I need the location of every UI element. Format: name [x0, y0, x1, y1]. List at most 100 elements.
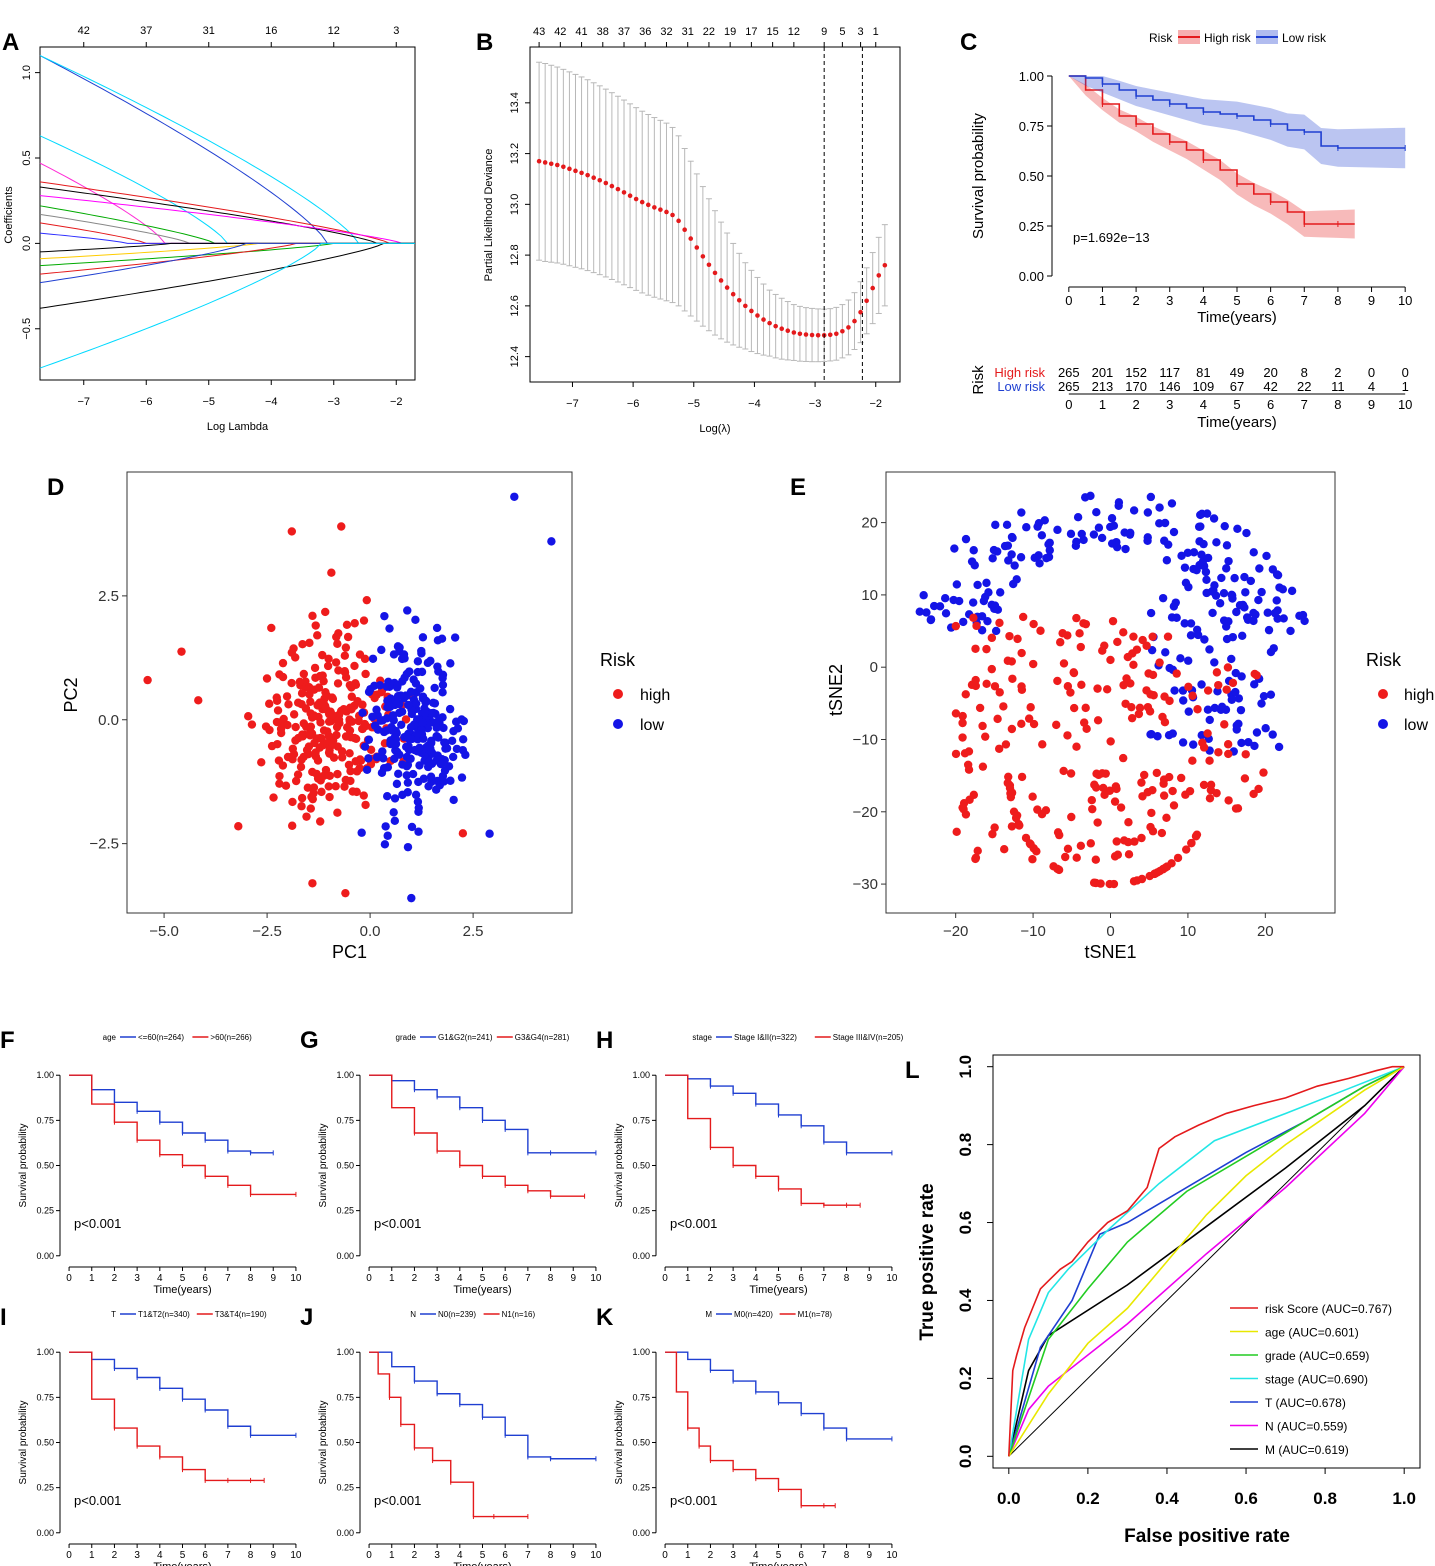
pca-point-low [430, 699, 440, 708]
tsne-point-high [981, 732, 990, 741]
pca-point-high [257, 758, 266, 767]
tsne-point-high [1096, 879, 1105, 888]
tsne-point-high [1113, 637, 1122, 647]
tsne-point-low [1199, 539, 1208, 549]
legend-label: T3&T4(n=190) [215, 1310, 267, 1319]
tsne-point-low [1183, 548, 1192, 558]
deviance-point [621, 190, 627, 195]
tsne-point-high [1059, 766, 1068, 776]
tsne-point-high [990, 682, 1000, 691]
x-tick-label: −6 [627, 398, 640, 410]
y-tick-label: 0.6 [956, 1211, 975, 1235]
pca-point-low [438, 680, 448, 690]
tsne-point-low [1250, 680, 1259, 689]
legend-title: stage [692, 1033, 712, 1042]
km-curve-low-risk [1068, 75, 1406, 149]
deviance-point [749, 308, 754, 314]
pca-point-low [447, 736, 457, 746]
tsne-point-low [1089, 530, 1099, 539]
y-axis-label: Survival probability [614, 1124, 625, 1208]
pca-point-low [434, 716, 443, 725]
tsne-point-high [1036, 626, 1045, 635]
tsne-point-low [1274, 742, 1284, 752]
x-tick-label: 20 [1257, 923, 1274, 940]
legend-label: stage (AUC=0.690) [1265, 1373, 1368, 1387]
tsne-point-high [1188, 756, 1197, 765]
risk-table-cell: 1 [1402, 379, 1409, 394]
tsne-point-high [1254, 784, 1263, 794]
tsne-point-high [1007, 657, 1016, 666]
y-tick-label: 1.0 [21, 65, 33, 80]
y-axis-label: Survival probability [318, 1401, 329, 1485]
tsne-point-high [1028, 855, 1037, 864]
tsne-point-high [1082, 724, 1091, 734]
x-axis-label: Time(years) [749, 1284, 807, 1296]
pca-point-low [448, 752, 458, 762]
pca-point-high [287, 821, 297, 830]
x-tick-label: 7 [821, 1273, 827, 1284]
y-tick-label: 0.50 [632, 1438, 650, 1448]
top-tick-label: 42 [78, 25, 90, 37]
deviance-point [743, 303, 748, 309]
deviance-point [579, 170, 584, 176]
tsne-point-high [1029, 619, 1038, 629]
pca-point-high [293, 698, 303, 707]
tsne-point-low [1202, 588, 1211, 598]
tsne-point-low [977, 626, 987, 635]
pca-point-low [438, 771, 448, 781]
km-curve-e41a1c [69, 1074, 296, 1196]
tsne-point-high [951, 749, 961, 759]
tsne-point-high [1214, 680, 1223, 690]
tsne-point-high [1163, 632, 1173, 641]
deviance-point [767, 320, 772, 326]
tsne-point-low [1203, 553, 1213, 563]
tsne-point-low [1222, 541, 1232, 550]
roc-curve [1008, 1066, 1405, 1457]
tsne-point-high [971, 675, 980, 685]
x-tick-label: 4 [753, 1550, 759, 1561]
tsne-point-low [1193, 630, 1203, 640]
tsne-point-low [1167, 613, 1177, 622]
deviance-point [840, 328, 845, 334]
pca-point-high [272, 717, 282, 727]
tsne-point-low [1272, 570, 1282, 579]
tsne-point-low [1261, 724, 1270, 733]
pca-point-high [355, 650, 365, 659]
x-tick-label: 6 [502, 1550, 508, 1561]
pca-point-high [328, 710, 337, 720]
km-curve-1f3fd1 [69, 1074, 274, 1154]
tsne-point-high [1099, 783, 1108, 793]
x-tick-label: 1 [685, 1550, 691, 1561]
tsne-point-high [1147, 808, 1156, 818]
pca-point-high [289, 710, 299, 719]
pca-point-low [450, 633, 460, 642]
tsne-point-high [973, 846, 982, 856]
tsne-point-high [1079, 619, 1088, 628]
deviance-point [554, 162, 560, 168]
pca-point-high [143, 675, 152, 685]
pca-point-high [306, 722, 316, 731]
tsne-point-high [1013, 634, 1022, 644]
tsne-point-low [1231, 687, 1240, 697]
deviance-point [615, 186, 621, 192]
risk-table-time: 3 [1166, 397, 1173, 412]
tsne-point-low [1233, 524, 1242, 533]
pca-point-high [293, 770, 303, 779]
tsne-point-low [1197, 550, 1206, 559]
x-tick-label: 1 [685, 1273, 691, 1284]
tsne-point-high [1116, 803, 1126, 812]
tsne-point-high [1063, 731, 1072, 740]
x-tick-label: 0.6 [1234, 1489, 1258, 1508]
y-tick-label: 13.4 [509, 92, 521, 113]
tsne-point-low [1257, 699, 1266, 708]
deviance-point [700, 254, 706, 259]
tsne-point-high [1098, 769, 1107, 778]
tsne-point-low [1242, 613, 1252, 622]
tsne-point-high [1059, 659, 1069, 668]
top-tick-label: 19 [724, 26, 736, 38]
tsne-point-low [1092, 507, 1101, 517]
y-axis-label: True positive rate [917, 1183, 938, 1340]
tsne-point-high [1203, 729, 1212, 738]
pca-point-low [372, 753, 382, 762]
